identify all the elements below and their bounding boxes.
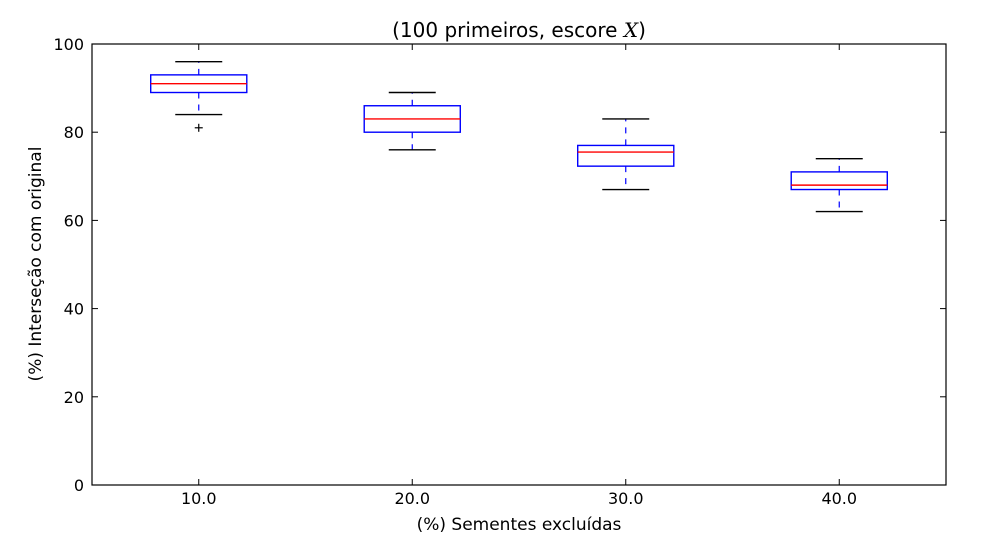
y-tick-label: 80 [64,123,84,142]
y-tick-label: 100 [53,35,84,54]
x-tick-label: 40.0 [821,489,857,508]
chart-title: (100 primeiros, escore X) [392,18,646,42]
box-group-10.0 [150,60,248,132]
x-tick-label: 20.0 [394,489,430,508]
x-tick-label: 10.0 [181,489,217,508]
y-tick-label: 60 [64,211,84,230]
y-tick-label: 40 [64,300,84,319]
y-axis: 0 20 40 60 80 100 [53,35,946,495]
x-axis-label: (%) Sementes excluídas [417,515,622,535]
flier-marker [194,123,203,132]
plot-frame [91,43,947,486]
y-axis-label: (%) Interseção com original [26,147,46,382]
box-group-30.0 [577,118,675,191]
y-tick-label: 0 [74,476,84,495]
box-group-20.0 [363,91,461,151]
x-axis: 10.0 20.0 30.0 40.0 [181,44,857,508]
iqr-box [577,144,675,167]
iqr-box [790,171,888,191]
boxes-layer [150,60,888,213]
x-tick-label: 30.0 [608,489,644,508]
y-tick-label: 20 [64,388,84,407]
box-group-40.0 [790,157,888,213]
